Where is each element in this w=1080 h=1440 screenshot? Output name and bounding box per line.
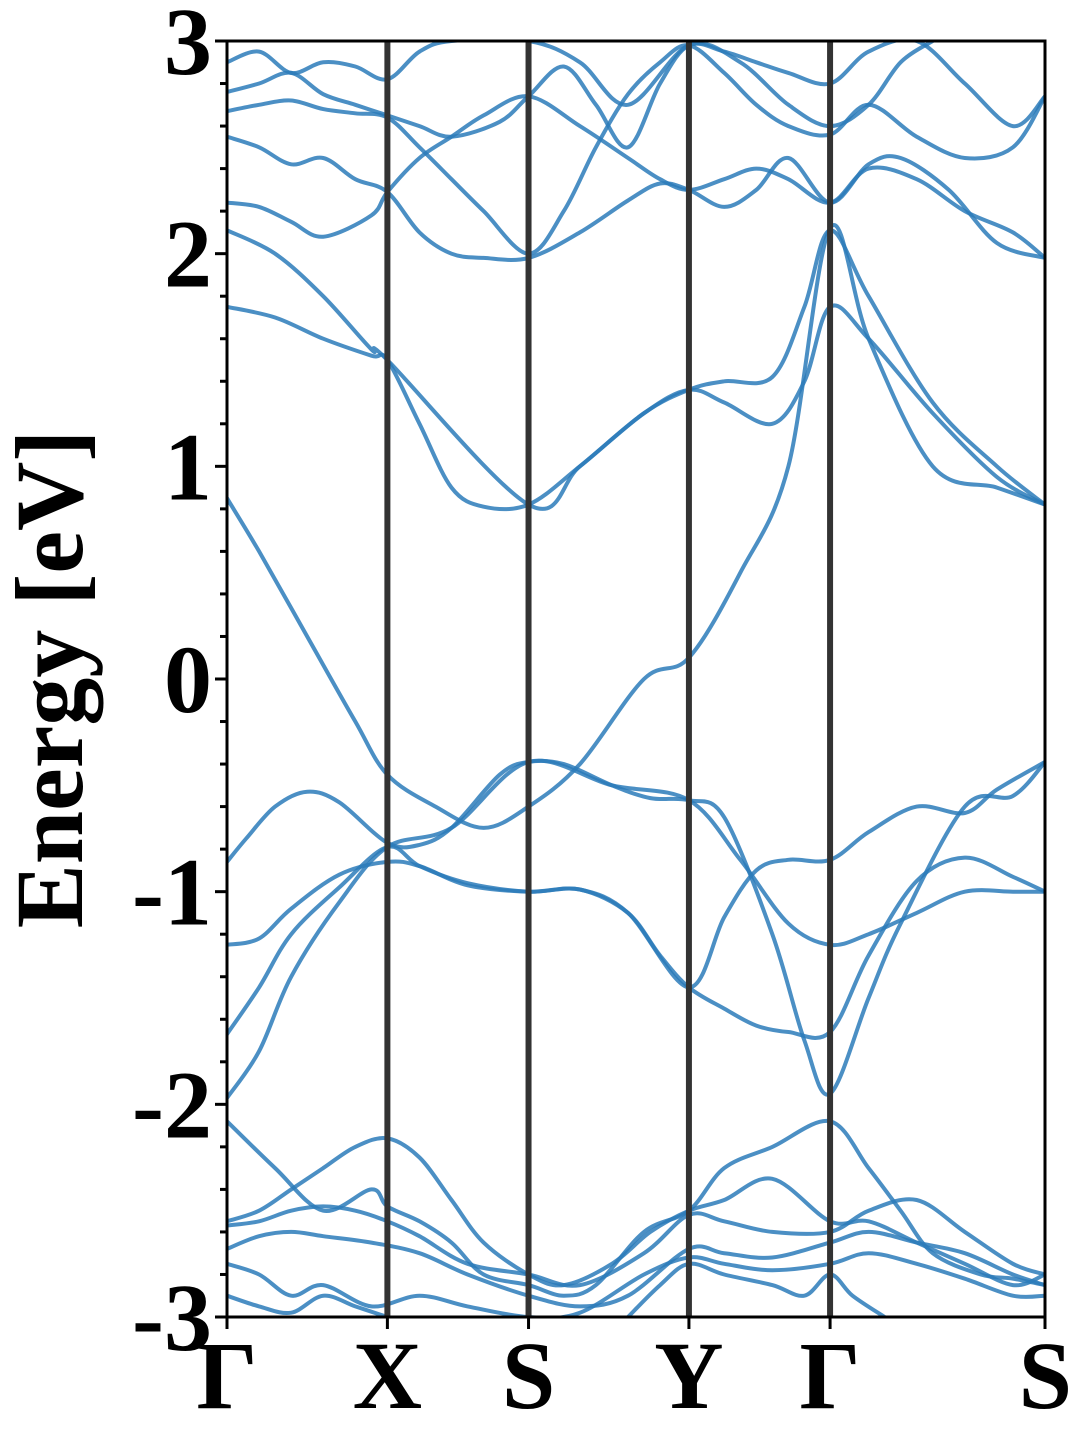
band-line-18	[227, 1293, 390, 1317]
x-tick-label: Y	[654, 1322, 723, 1429]
plot-frame	[225, 39, 1047, 1319]
band-line-16	[227, 1229, 1045, 1309]
y-ticks-group: 3 2 1 0 -1 -2 -3	[132, 0, 227, 1371]
y-tick-label: 2	[164, 201, 212, 308]
y-axis-label: Energy [eV]	[0, 430, 103, 929]
band-line-5	[227, 223, 1045, 830]
band-line-8	[227, 94, 1045, 260]
y-tick-label: -3	[132, 1264, 212, 1371]
band-line-7	[227, 228, 1045, 511]
x-tick-label: X	[353, 1322, 422, 1429]
band-line-19	[626, 1261, 887, 1317]
y-tick-label: 0	[164, 626, 212, 733]
bands-group	[227, 41, 1045, 1317]
band-line-9	[227, 134, 1045, 262]
x-tick-label: Γ	[800, 1322, 861, 1429]
x-tick-label: S	[502, 1322, 555, 1429]
band-line-11	[227, 41, 1045, 150]
y-tick-label: 1	[164, 413, 212, 520]
band-line-1	[227, 758, 1045, 1097]
band-line-4	[227, 758, 1045, 1100]
y-tick-label: 3	[164, 0, 212, 95]
band-line-6	[227, 303, 1045, 512]
band-line-3	[227, 759, 1045, 1037]
band-line-15	[227, 1197, 1045, 1288]
kpoint-lines-group	[384, 41, 834, 1317]
x-tick-label: S	[1019, 1322, 1072, 1429]
band-line-17	[227, 1251, 1045, 1317]
y-tick-label: -2	[132, 1051, 212, 1158]
x-tick-label: Γ	[196, 1322, 257, 1429]
band-line-14	[227, 1136, 1045, 1288]
band-line-10	[227, 43, 1045, 256]
y-tick-label: -1	[132, 839, 212, 946]
